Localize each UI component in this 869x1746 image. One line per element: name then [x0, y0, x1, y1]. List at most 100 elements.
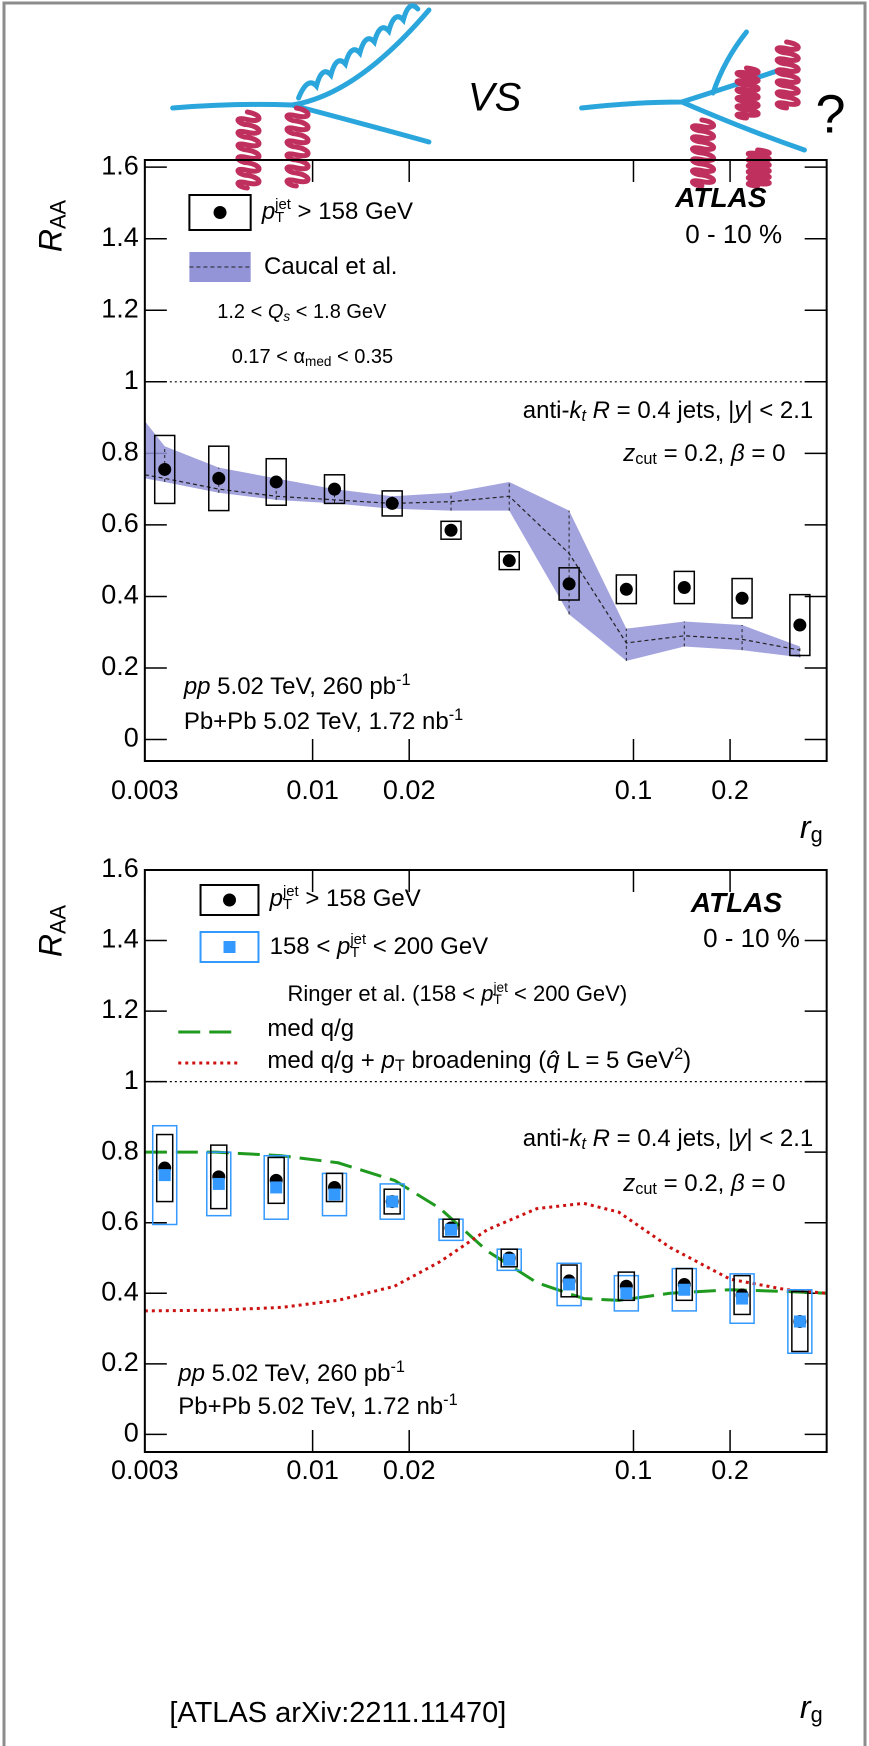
legend-label: Caucal et al.: [264, 253, 397, 280]
x-tick-label: 0.003: [111, 1455, 179, 1485]
text-part: Pb+Pb 5.02 TeV, 1.72 nb: [178, 1393, 443, 1420]
text-part: = 0.2,: [657, 440, 731, 467]
text-part: 5.02 TeV, 260 pb: [211, 673, 397, 700]
x-tick-label: 0.01: [286, 775, 339, 805]
text-part: = 0.2,: [657, 1170, 731, 1197]
x-tick-label: 0.01: [286, 1455, 339, 1485]
text-part: y: [732, 1125, 748, 1152]
annotation: pp 5.02 TeV, 260 pb-1: [183, 671, 411, 700]
text-part: cut: [635, 1180, 657, 1198]
syst-box: [560, 1264, 578, 1298]
text-part: y: [732, 397, 748, 424]
text-part: β: [730, 440, 745, 467]
legend-header: Ringer et al. (158 < pjet T < 200 GeV): [287, 980, 627, 1007]
y-tick-label: 1: [124, 1065, 139, 1095]
data-point: [328, 1188, 341, 1201]
parton: [679, 99, 807, 153]
y-tick-label: 0.6: [101, 1206, 139, 1236]
text-part: pp: [177, 1360, 205, 1387]
text-part: z: [622, 1170, 635, 1197]
data-point: [158, 1169, 171, 1182]
gluon: [774, 39, 801, 111]
data-point: [735, 591, 749, 605]
text-part: r: [800, 809, 812, 845]
y-tick-label: 0: [124, 723, 139, 753]
text-part: Ringer et al. (158 <: [287, 981, 481, 1006]
text-part: R: [593, 1125, 610, 1152]
centrality-label: 0 - 10 %: [685, 219, 782, 249]
y-tick-label: 0.2: [101, 1347, 139, 1377]
text-part: R: [593, 397, 610, 424]
x-tick-label: 0.1: [615, 1455, 653, 1485]
text-part: q̂: [546, 1047, 560, 1074]
syst-box: [153, 434, 176, 505]
y-tick-label: 1.4: [101, 924, 139, 954]
text-part: R: [33, 229, 69, 252]
legend-label: med q/g + pT broadening (q̂ L = 5 GeV2): [267, 1045, 691, 1075]
text-part: 1.2 <: [217, 301, 268, 323]
text-part: < 200 GeV): [508, 981, 627, 1006]
syst-box: [675, 1267, 694, 1302]
model-curve: [144, 1201, 827, 1313]
text-part: g: [811, 822, 823, 847]
data-point: [386, 1195, 399, 1208]
text-part: < 0.35: [331, 346, 393, 368]
text-part: > 158 GeV: [291, 198, 413, 225]
text-part: jet: [349, 932, 367, 948]
legend-label: pjet T > 158 GeV: [269, 884, 421, 913]
chart: 0 0.2 0.4 0.6 0.8 1 1.2 1.4 1.6 0.003 0.01 0.02 0.1 0…: [33, 853, 828, 1485]
syst-box: [791, 1290, 809, 1353]
y-tick-label: 0.2: [101, 651, 139, 681]
data-point: [212, 1177, 225, 1190]
model-central: [144, 474, 800, 651]
text-part: | < 2.1: [746, 397, 813, 424]
text-part: Q: [268, 301, 284, 323]
text-part: T: [350, 945, 359, 961]
text-part: = 0.4 jets, |: [610, 397, 734, 424]
gluon: [284, 105, 311, 189]
syst-box: [325, 1172, 344, 1203]
data-point: [269, 475, 283, 489]
text-part: ATLAS: [674, 182, 767, 213]
text-part: L = 5 GeV: [560, 1047, 675, 1074]
text-part: t: [581, 407, 587, 425]
legend-label: 158 < pjet T < 200 GeV: [270, 932, 489, 961]
parton: [710, 29, 749, 96]
syst-box: [440, 520, 462, 540]
legend-swatch: [199, 931, 260, 963]
text-part: [586, 1125, 593, 1152]
text-part: p: [480, 981, 493, 1006]
atlas-label: ATLAS: [674, 182, 767, 213]
question-mark: ?: [816, 84, 846, 144]
y-axis-label: RAA: [33, 200, 71, 253]
text-part: r: [800, 1689, 812, 1725]
text-part: Caucal et al.: [264, 253, 397, 280]
text-part: g: [811, 1702, 823, 1727]
syst-box: [500, 1248, 518, 1268]
data-point: [212, 471, 226, 485]
syst-box: [379, 1183, 405, 1220]
text-part: p: [261, 198, 275, 225]
text-part: AA: [46, 200, 71, 230]
legend-swatch: [199, 884, 260, 916]
data-point: [327, 482, 341, 496]
parton: [296, 3, 421, 101]
annotation: pp 5.02 TeV, 260 pb-1: [177, 1358, 405, 1387]
y-tick-label: 0.8: [101, 436, 139, 466]
y-tick-label: 1.6: [101, 150, 139, 180]
text-part: | < 2.1: [746, 1125, 813, 1152]
x-axis-label: rg: [800, 809, 823, 847]
syst-box: [442, 1218, 460, 1238]
text-part: = 0: [745, 1170, 786, 1197]
x-tick-label: 0.2: [711, 775, 749, 805]
centrality-label: 0 - 10 %: [703, 923, 800, 953]
text-part: AA: [46, 905, 71, 935]
text-part: < 200 GeV: [366, 933, 488, 960]
text-part: p: [269, 885, 283, 912]
data-point: [677, 580, 691, 594]
text-part: 5.02 TeV, 260 pb: [205, 1360, 391, 1387]
text-part: = 0.4 jets, |: [610, 1125, 734, 1152]
x-axis-label: rg: [800, 1689, 823, 1727]
syst-box: [729, 1273, 755, 1325]
